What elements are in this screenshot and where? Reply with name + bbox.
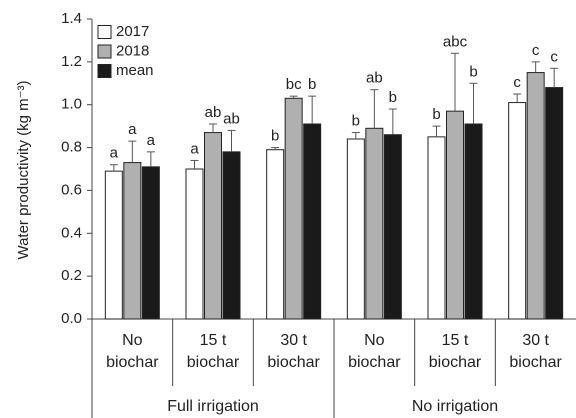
bar <box>365 127 384 320</box>
significance-letter: a <box>128 121 137 138</box>
bar <box>303 123 322 320</box>
bar <box>508 102 527 320</box>
x-tick-label: 15 t biochar <box>186 332 240 371</box>
legend-label: 2018 <box>116 42 149 59</box>
y-tick-label: 0.4 <box>61 224 82 241</box>
bar <box>204 132 222 320</box>
significance-letter: ab <box>366 70 383 87</box>
legend-swatch <box>97 64 112 78</box>
significance-letter: b <box>271 128 279 145</box>
bar <box>446 110 464 320</box>
y-axis-label: Water productivity (kg m⁻³) <box>15 80 32 259</box>
significance-letter: a <box>110 145 119 162</box>
legend-label: 2017 <box>116 23 149 40</box>
significance-letter: a <box>190 140 199 157</box>
legend-label: mean <box>116 62 154 79</box>
bar <box>383 134 402 320</box>
significance-letter: b <box>432 106 440 123</box>
y-tick-label: 0.6 <box>61 181 82 198</box>
significance-letter: c <box>532 42 540 59</box>
bar <box>266 149 285 320</box>
significance-letter: b <box>308 76 316 93</box>
group-label: Full irrigation <box>167 398 259 415</box>
y-tick-label: 0.8 <box>61 139 82 156</box>
x-tick-label: 30 t biochar <box>509 332 562 371</box>
bar <box>427 136 446 320</box>
bar <box>104 170 123 320</box>
bar <box>464 123 483 320</box>
bar <box>526 72 545 320</box>
bar <box>545 87 564 320</box>
significance-letter: b <box>352 113 360 130</box>
significance-letter: ab <box>223 110 240 127</box>
x-tick-label: 30 t biochar <box>267 332 320 371</box>
y-tick-label: 0.0 <box>61 310 82 327</box>
x-tick-label: No biochar <box>348 332 401 371</box>
significance-letter: ab <box>205 104 222 121</box>
bar <box>346 138 365 320</box>
bar <box>284 97 303 320</box>
significance-letter: abc <box>443 33 468 50</box>
bar <box>141 166 160 320</box>
significance-letter: b <box>469 63 477 80</box>
y-tick-label: 1.2 <box>61 53 82 70</box>
significance-letter: a <box>147 132 156 149</box>
bar <box>123 162 142 320</box>
group-label: No irrigation <box>411 398 499 415</box>
y-tick-label: 1.4 <box>61 10 82 27</box>
significance-letter: b <box>389 89 397 106</box>
y-tick-label: 0.2 <box>61 267 82 284</box>
legend-swatch <box>97 44 112 59</box>
y-tick-label: 1.0 <box>61 96 82 113</box>
x-tick-label: No biochar <box>106 332 159 371</box>
significance-letter: c <box>513 74 521 91</box>
bar <box>185 168 204 320</box>
legend-swatch <box>97 25 112 39</box>
significance-letter: bc <box>286 76 302 93</box>
x-tick-label: 15 t biochar <box>428 332 482 371</box>
bar <box>222 151 241 320</box>
significance-letter: c <box>550 48 558 65</box>
